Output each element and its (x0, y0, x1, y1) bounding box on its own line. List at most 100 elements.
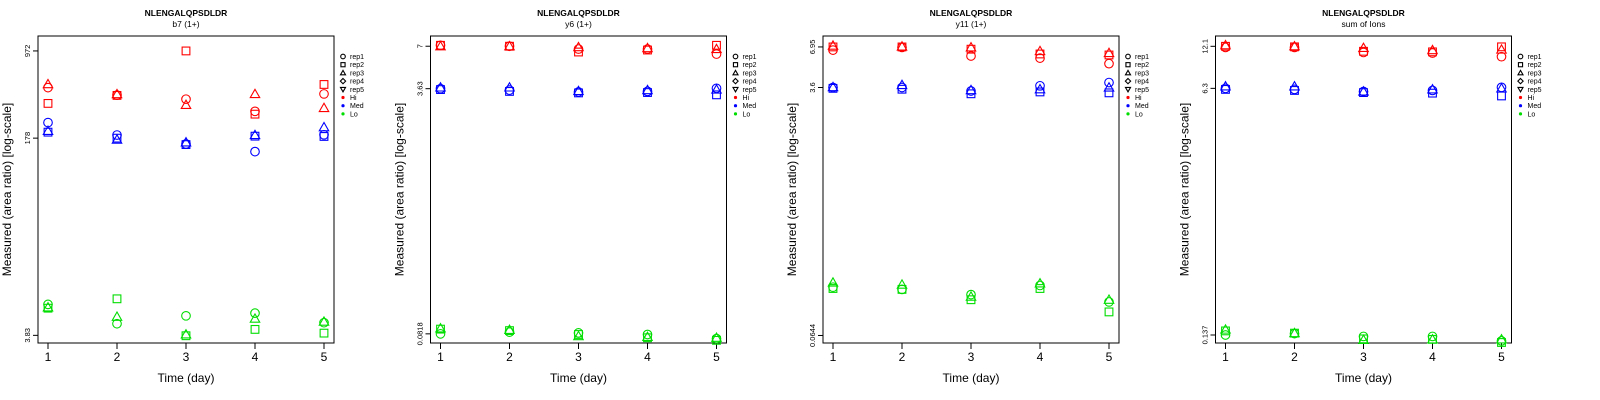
data-point (1104, 297, 1114, 307)
x-axis-label: Time (day) (550, 371, 607, 385)
data-point (1495, 333, 1508, 344)
y-tick-label: 3.83 (23, 328, 32, 343)
data-point (1103, 293, 1115, 304)
chart-title: NLENGALQPSDLDR (145, 8, 228, 18)
x-tick-label: 2 (114, 350, 121, 364)
data-point (1426, 83, 1439, 94)
y-tick-label: 6.3 (1201, 83, 1210, 93)
y-tick-label: 178 (23, 132, 32, 145)
x-tick-label: 4 (252, 350, 259, 364)
data-point (897, 42, 907, 52)
data-point (966, 289, 976, 300)
plot-frame (430, 35, 727, 344)
legend-marker-rep2 (1517, 62, 1524, 68)
data-point (1288, 80, 1301, 91)
x-tick-label: 3 (575, 350, 582, 364)
data-point (641, 331, 654, 342)
data-point (319, 80, 329, 89)
legend-label-rep3: rep3 (1528, 70, 1542, 77)
legend-marker-rep1 (732, 53, 739, 60)
x-tick-label: 1 (830, 350, 837, 364)
legend-marker-rep1 (340, 53, 346, 60)
legend-label-hi: Hi (350, 95, 357, 102)
legend-label-med: Med (743, 103, 757, 110)
data-point (111, 133, 123, 144)
x-tick-label: 3 (1360, 350, 1367, 364)
y-tick-label: 6.95 (808, 40, 817, 55)
legend-dot-lo (1126, 112, 1130, 116)
data-point (181, 310, 191, 321)
series-hi-rep3 (827, 39, 1115, 58)
legend-marker-rep4 (1124, 77, 1132, 85)
data-point (827, 276, 839, 287)
series-lo-rep3 (434, 322, 723, 342)
legend-label-rep5: rep5 (743, 87, 757, 94)
plot-frame (822, 35, 1120, 344)
data-point (505, 326, 514, 336)
x-tick-label: 2 (506, 350, 513, 364)
data-point (434, 40, 447, 51)
data-point (434, 322, 447, 333)
legend-label-rep1: rep1 (350, 54, 364, 61)
x-tick-label: 4 (1037, 350, 1044, 364)
legend-marker-rep4 (732, 77, 739, 85)
data-point (318, 102, 330, 113)
x-tick-label: 1 (45, 350, 52, 364)
legend-label-lo: Lo (743, 111, 751, 118)
data-point (897, 84, 907, 94)
data-point (574, 47, 583, 57)
legend-label-rep2: rep2 (1135, 62, 1149, 69)
data-point (1219, 80, 1232, 91)
chart-title: NLENGALQPSDLDR (930, 8, 1013, 18)
data-point (42, 301, 54, 312)
data-point (1496, 51, 1507, 62)
data-point (827, 81, 839, 92)
legend-marker-rep5 (1124, 86, 1132, 93)
legend-marker-rep3 (1517, 69, 1524, 76)
data-point (1034, 45, 1046, 56)
legend-label-lo: Lo (1135, 111, 1143, 118)
y-tick-label: 0.137 (1201, 326, 1210, 345)
series-hi-rep1 (1220, 42, 1507, 62)
legend-marker-rep1 (1517, 53, 1524, 60)
data-point (1497, 42, 1506, 52)
plot-frame (1215, 35, 1512, 344)
x-tick-label: 2 (1291, 350, 1298, 364)
data-point (1035, 80, 1045, 91)
legend-label-rep3: rep3 (350, 70, 364, 77)
x-tick-label: 5 (1498, 350, 1505, 364)
data-point (504, 327, 515, 337)
data-point (250, 106, 260, 117)
data-point (249, 312, 261, 323)
legend-label-rep1: rep1 (1528, 54, 1542, 61)
series-lo-rep1 (828, 280, 1114, 307)
data-point (710, 43, 723, 54)
data-point (965, 290, 977, 301)
series-lo-rep3 (827, 276, 1115, 304)
chart-title: NLENGALQPSDLDR (537, 8, 620, 18)
data-point (712, 90, 721, 100)
x-tick-label: 5 (321, 350, 328, 364)
y-tick-label: 3.63 (416, 81, 425, 96)
legend-label-hi: Hi (743, 95, 750, 102)
data-point (828, 284, 838, 293)
data-point (643, 333, 652, 343)
series-lo-rep2 (43, 294, 329, 341)
data-point (319, 132, 329, 141)
legend-dot-hi (1518, 95, 1523, 100)
data-point (1103, 81, 1115, 92)
x-axis-label: Time (day) (1335, 371, 1392, 385)
chart-subtitle: b7 (1+) (172, 19, 199, 29)
legend-marker-rep2 (340, 62, 346, 68)
series-lo-rep3 (1219, 323, 1508, 344)
legend-dot-hi (1126, 95, 1130, 100)
y-axis-label: Measured (area ratio) [log-scale] (0, 103, 14, 276)
legend-label-hi: Hi (1135, 95, 1142, 102)
data-point (112, 294, 122, 304)
legend-dot-med (1126, 104, 1130, 108)
